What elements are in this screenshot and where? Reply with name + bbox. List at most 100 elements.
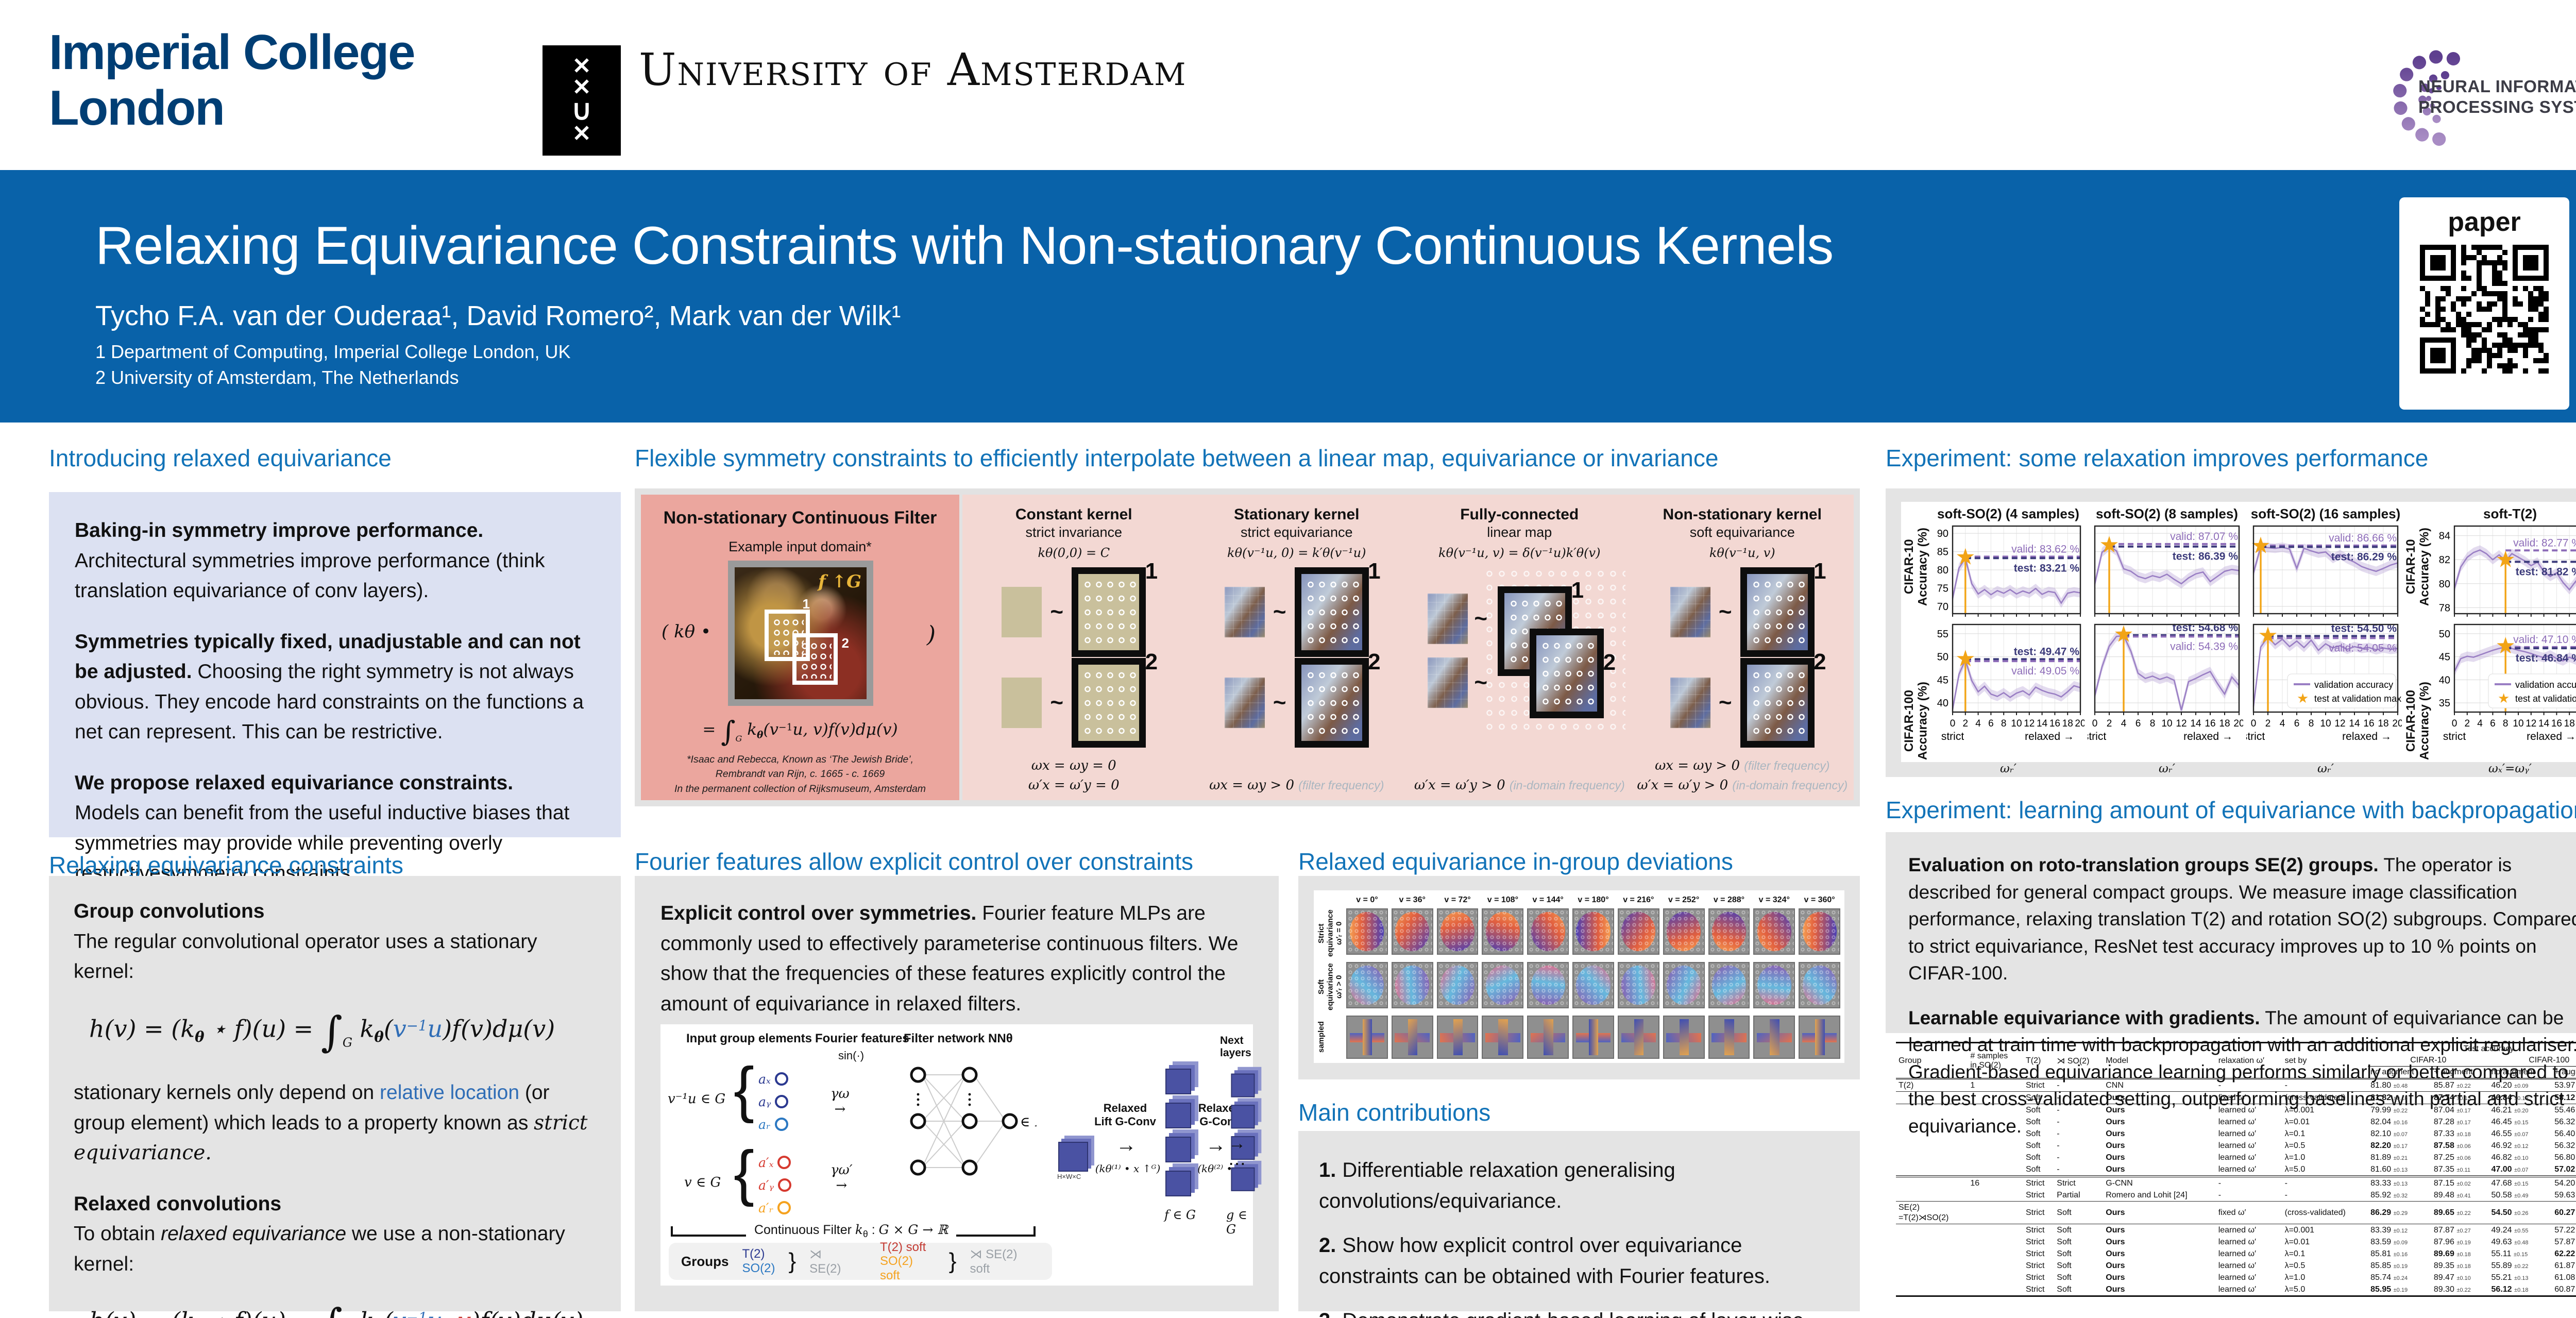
figure-left-panel: Non-stationary Continuous Filter Example… [641,495,959,800]
imperial-line1: Imperial College [49,25,416,80]
table-row: Strict Soft Ours learned ω′ λ=0.1 85.81 ±0.1… [2025,1249,2575,1258]
svg-text:∈ ℝ: ∈ ℝ [1020,1114,1037,1130]
svg-text:★: ★ [2495,547,2515,572]
svg-text:70: 70 [1937,601,1948,613]
svg-text:2: 2 [2107,718,2112,729]
fig-left-formula: = ∫G kθ(v−1u, v)f(v)dμ(v) [702,715,898,748]
svg-text:78: 78 [2439,602,2450,614]
filter-window-2: 2 [792,633,849,685]
svg-text:strict: strict [2443,731,2466,742]
svg-text:★: ★ [2495,633,2515,658]
svg-text:★: ★ [2099,532,2119,557]
svg-text:4: 4 [2477,718,2483,729]
title-banner: Relaxing Equivariance Constraints with N… [0,170,2576,423]
table-row: Soft - Ours learned ω′ λ=1.0 81.89 ±0.21 87.2… [2025,1153,2575,1162]
svg-text:strict: strict [2246,731,2265,742]
fig-kpre: ( kθ • [662,621,711,642]
figure-kernel-columns: Constant kernel strict invariance kθ(0,0) … [962,495,1854,800]
backprop-box: Evaluation on roto-translation groups SE… [1886,832,2576,1137]
stationary-kernel-formula: h(v) = (kθ ⋆ f)(u) = ∫G kθ(v−1u)f(v)dμ(v… [89,1007,555,1056]
svg-text:82: 82 [2439,554,2450,566]
svg-text:★: ★ [2258,623,2278,648]
jewish-bride-painting: f ↑G 1 2 [728,561,873,706]
svg-text:6: 6 [2294,718,2300,729]
fig-left-subtitle: Example input domain* [728,539,872,554]
svg-text:35: 35 [2439,698,2450,709]
svg-text:valid: 47.10 %: valid: 47.10 % [2513,634,2576,646]
plot-0-1: ★ valid: 87.07 % test: 86.39 % [2094,525,2240,617]
table-row: Soft - Ours learned ω′ λ=0.001 79.99 ±0.22 87… [1896,1104,2576,1116]
contributions-box: 1. Differentiable relaxation generalising… [1298,1131,1860,1318]
svg-text:10: 10 [2011,718,2022,729]
table-row: Strict Soft Ours learned ω′ λ=5.0 85.95 ±0.1… [1896,1283,2576,1297]
table-row: Soft - Ours learned ω′ λ=5.0 81.60 ±0.13 87.3… [2025,1164,2575,1174]
intro-p2: Symmetries typically fixed, unadjustable… [75,630,584,744]
relaxedconv-p1: To obtain relaxed equivariance we use a … [74,1223,565,1275]
deviations-panel: v = 0° v = 36° v = 72° v = 108° v = 144° v = … [1314,890,1844,1063]
svg-text:valid: 87.07 %: valid: 87.07 % [2170,531,2238,543]
svg-text:2: 2 [2465,718,2470,729]
plot-0-0: ★ valid: 83.62 % test: 83.21 % 70 75 80 85 90 [1937,525,2081,617]
svg-text:test: 54.50 %: test: 54.50 % [2331,622,2397,634]
svg-text:80: 80 [1937,565,1948,576]
svg-text:test at validation max: test at validation max [2515,694,2576,704]
heading-intro: Introducing relaxed equivariance [49,445,392,471]
svg-text:20: 20 [2392,718,2402,729]
svg-text:14: 14 [2349,718,2360,729]
svg-text:★: ★ [2498,690,2510,706]
svg-text:★: ★ [2297,690,2309,706]
svg-text:6: 6 [1988,718,1994,729]
svg-text:10: 10 [2161,718,2172,729]
svg-text:test at validation max: test at validation max [2314,694,2401,704]
svg-text:strict: strict [1941,731,1964,742]
painting-credit: *Isaac and Rebecca, Known as ‘The Jewish… [674,754,926,795]
plot-1-3: ★valid: 47.10 %test: 46.84 %validation a… [2439,623,2576,742]
svg-text:45: 45 [1937,674,1948,686]
svg-text:50: 50 [2439,629,2450,640]
plot-0-3: ★valid: 82.77 % test: 81.82 % 78 80 82 84 [2439,525,2576,617]
qr-code [2420,245,2549,374]
heading-experiment2: Experiment: learning amount of equivaria… [1886,797,2576,823]
table-row: Soft - Ours learned ω′ λ=0.01 82.04 ±0.16 87.… [2025,1117,2575,1126]
affiliations: 1 Department of Computing, Imperial Coll… [95,341,571,388]
contribution-item: 2. Show how explicit control over equivar… [1319,1234,1771,1288]
svg-text:84: 84 [2439,531,2450,542]
svg-text:20: 20 [2233,718,2243,729]
svg-text:14: 14 [2190,718,2201,729]
svg-text:valid: 49.05 %: valid: 49.05 % [2011,665,2079,677]
plot-1-1: ★ test: 54.68 % valid: 54.39 % 0 2 4 6 8 10 12 14 1… [2083,621,2245,742]
svg-text:40: 40 [1937,698,1948,709]
fig-left-title: Non-stationary Continuous Filter [663,508,937,528]
groupconv-box: Group convolutions The regular convoluti… [49,876,621,1318]
svg-text:0: 0 [1950,718,1956,729]
fourier-lead: Explicit control over symmetries. Fourie… [660,902,1239,1015]
svg-text:8: 8 [2503,718,2509,729]
svg-text:40: 40 [2439,674,2450,686]
svg-text:validation accuracy: validation accuracy [2515,680,2576,690]
svg-text:0: 0 [2452,718,2458,729]
heading-experiment1: Experiment: some relaxation improves per… [1886,445,2429,471]
neurips-logo-icon [2393,50,2460,146]
svg-text:test: 46.84 %: test: 46.84 % [2516,652,2576,664]
svg-text:2: 2 [2265,718,2271,729]
table-row: T(2) 1 Strict - CNN - -81.80 ±0.48 85.87 ±0.22… [1899,1080,2575,1090]
f-upG-overlay: f ↑G [818,571,861,592]
results-table: Group # samples in SO(2) T(2) ⋊ SO(2) Model… [1896,1042,2576,1297]
svg-text:4: 4 [2121,718,2127,729]
poster-title: Relaxing Equivariance Constraints with N… [95,216,1834,276]
svg-text:2: 2 [1963,718,1969,729]
table-row: Strict Soft Ours learned ω′ λ=0.5 85.85 ±0.1… [2025,1261,2575,1270]
svg-text:12: 12 [2526,718,2536,729]
authors: Tycho F.A. van der Ouderaa¹, David Romer… [95,300,901,331]
relaxedconv-title: Relaxed convolutions [74,1192,282,1215]
svg-text:validation accuracy: validation accuracy [2314,680,2393,690]
table-row: Soft - Ours fixed ω′ (cross-validated) 81.82… [1896,1091,2576,1104]
table-row: Strict Partial Romero and Lohit [24] - -85.… [2025,1190,2575,1199]
svg-text:test: 86.39 %: test: 86.39 % [2173,551,2239,563]
plot-title: soft-SO(2) (8 samples) [2096,506,2238,521]
paper-qr-card: paper [2399,197,2569,410]
svg-text:14: 14 [2538,718,2550,729]
svg-text:valid: 82.77 %: valid: 82.77 % [2513,537,2576,549]
contribution-item: 1. Differentiable relaxation generalising… [1319,1159,1675,1212]
groupconv-p2: stationary kernels only depend on relati… [74,1082,588,1165]
